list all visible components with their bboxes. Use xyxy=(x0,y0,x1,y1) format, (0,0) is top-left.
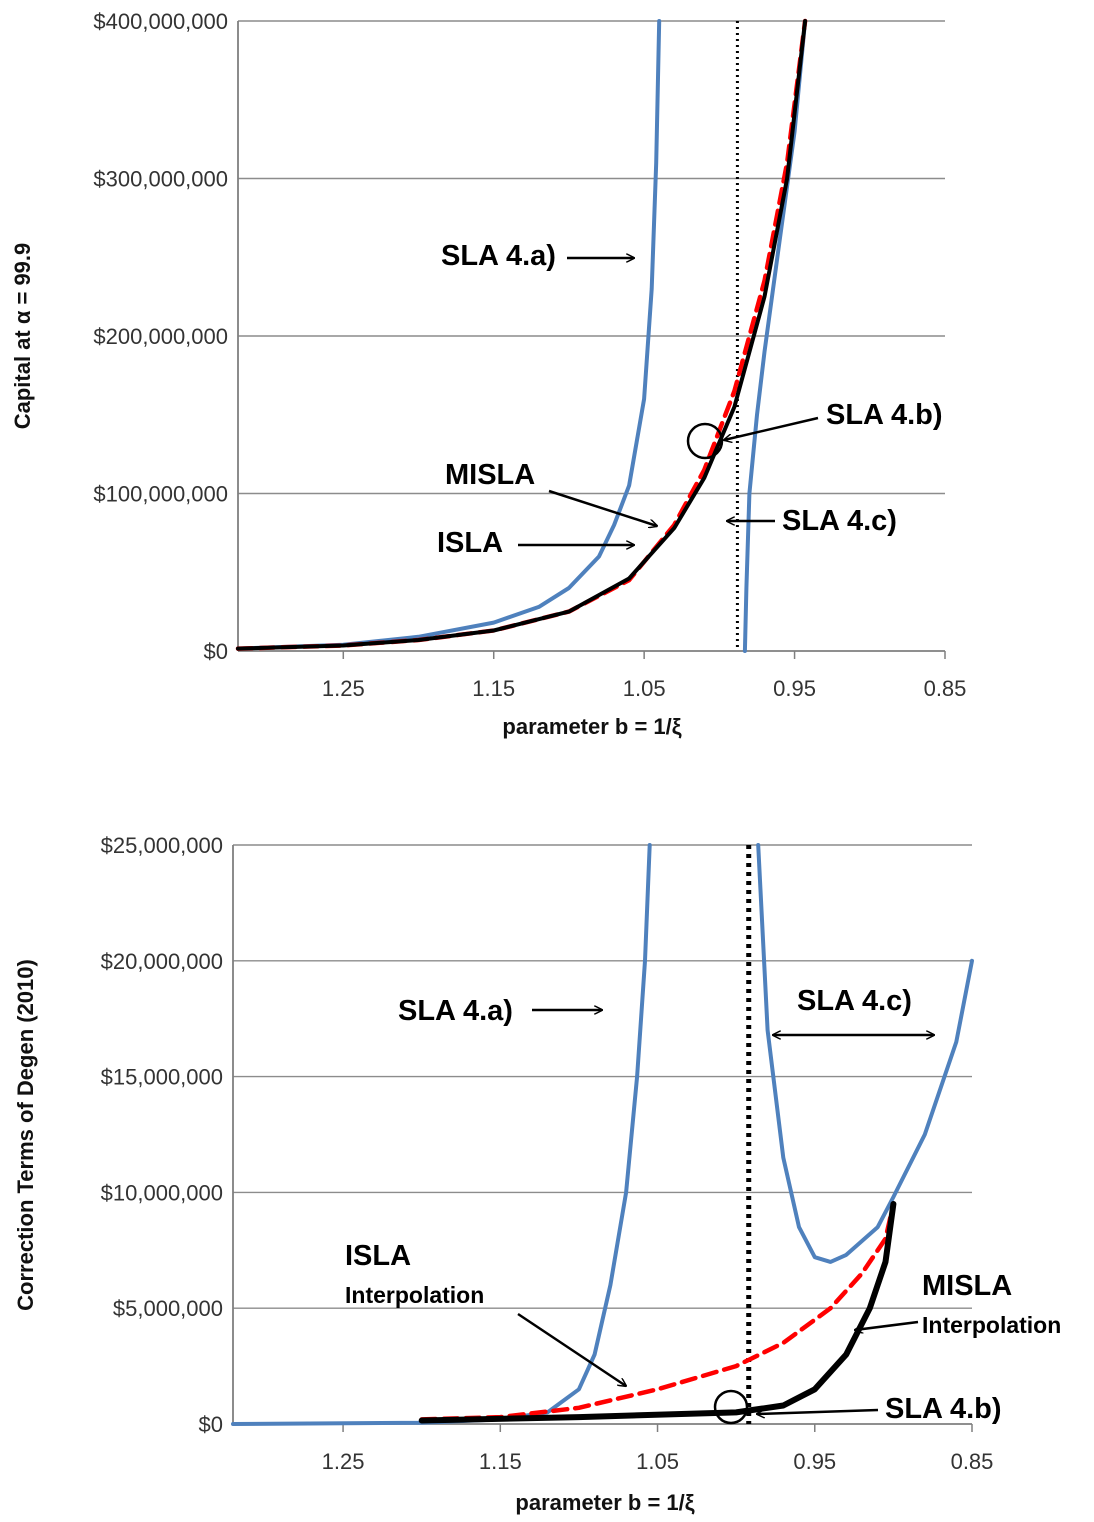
y-tick-10-000-000: $10,000,000 xyxy=(101,1180,223,1205)
bottom-label-sla4a: SLA 4.a) xyxy=(398,995,513,1027)
bottom-arrow-isla xyxy=(517,1312,626,1386)
bottom-label-isla: ISLA xyxy=(345,1240,411,1272)
x-tick-0-85: 0.85 xyxy=(951,1449,994,1474)
bottom-label-misla: MISLA xyxy=(922,1270,1012,1302)
y-tick-100-000-000: $100,000,000 xyxy=(93,482,228,507)
x-tick-1-15: 1.15 xyxy=(472,676,515,701)
y-tick-0: $0 xyxy=(204,639,228,664)
y-tick-15-000-000: $15,000,000 xyxy=(101,1065,223,1090)
bottom-label-isla-sub: Interpolation xyxy=(345,1282,484,1308)
bottom-series-lines xyxy=(231,843,974,1426)
top-label-sla4c: SLA 4.c) xyxy=(782,505,897,537)
bottom-y-tick-labels: $0 $5,000,000 $10,000,000 $15,000,000 $20,00… xyxy=(101,833,223,1437)
top-sla4b-circle xyxy=(686,422,724,460)
top-arrow-misla xyxy=(548,489,657,526)
bottom-y-axis-title: Correction Terms of Degen (2010) xyxy=(13,959,38,1311)
bottom-label-sla4c: SLA 4.c) xyxy=(797,985,912,1017)
series-line-misla xyxy=(236,19,808,651)
y-tick-400-000-000: $400,000,000 xyxy=(93,9,228,34)
series-line-sla4a xyxy=(236,19,662,651)
series-line-isla xyxy=(235,18,808,651)
y-tick-200-000-000: $200,000,000 xyxy=(93,324,228,349)
top-y-tick-labels: $0 $100,000,000 $200,000,000 $300,000,000 $4… xyxy=(93,9,228,664)
x-tick-1-05: 1.05 xyxy=(636,1449,679,1474)
correction-terms-chart: $0 $5,000,000 $10,000,000 $15,000,000 $20,00… xyxy=(13,833,1061,1515)
x-tick-1-25: 1.25 xyxy=(322,676,365,701)
bottom-x-tick-labels: 1.25 1.15 1.05 0.95 0.85 xyxy=(322,1449,994,1474)
x-tick-1-25: 1.25 xyxy=(322,1449,365,1474)
x-tick-0-95: 0.95 xyxy=(773,676,816,701)
top-x-axis-title: parameter b = 1/ξ xyxy=(502,714,681,739)
y-tick-0: $0 xyxy=(199,1412,223,1437)
top-label-isla: ISLA xyxy=(437,527,503,559)
top-x-tick-labels: 1.25 1.15 1.05 0.95 0.85 xyxy=(322,676,967,701)
top-gridlines xyxy=(237,20,946,659)
top-label-sla4a: SLA 4.a) xyxy=(441,240,556,272)
y-tick-5-000-000: $5,000,000 xyxy=(113,1296,223,1321)
capital-chart: $0 $100,000,000 $200,000,000 $300,000,000 $4… xyxy=(10,9,966,739)
top-label-misla: MISLA xyxy=(445,459,535,491)
x-tick-0-95: 0.95 xyxy=(793,1449,836,1474)
top-label-sla4b: SLA 4.b) xyxy=(826,399,943,431)
y-tick-300-000-000: $300,000,000 xyxy=(93,167,228,192)
series-line-isla xyxy=(419,1201,896,1422)
series-line-misla xyxy=(418,1201,897,1424)
bottom-x-axis-title: parameter b = 1/ξ xyxy=(515,1490,694,1515)
top-y-axis-title: Capital at α = 99.9 xyxy=(10,243,35,430)
series-line-sla4c xyxy=(756,843,974,1264)
bottom-gridlines xyxy=(232,844,973,1432)
x-tick-0-85: 0.85 xyxy=(924,676,967,701)
bottom-label-sla4b: SLA 4.b) xyxy=(885,1393,1002,1425)
bottom-sla4b-circle xyxy=(713,1389,749,1425)
y-tick-20-000-000: $20,000,000 xyxy=(101,949,223,974)
bottom-arrow-sla4b xyxy=(757,1408,879,1414)
bottom-label-misla-sub: Interpolation xyxy=(922,1312,1061,1338)
top-series-lines xyxy=(235,18,808,653)
x-tick-1-15: 1.15 xyxy=(479,1449,522,1474)
series-line-sla4a xyxy=(231,843,652,1426)
bottom-arrow-misla xyxy=(855,1320,919,1330)
x-tick-1-05: 1.05 xyxy=(623,676,666,701)
y-tick-25-000-000: $25,000,000 xyxy=(101,833,223,858)
top-arrow-sla4b xyxy=(724,416,819,440)
